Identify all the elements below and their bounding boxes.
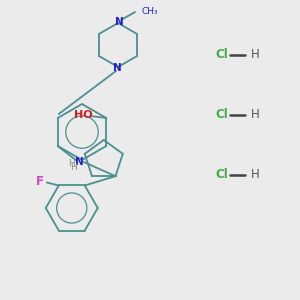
Text: F: F <box>36 175 44 188</box>
Text: H: H <box>251 109 260 122</box>
Text: H: H <box>68 158 75 167</box>
Text: HO: HO <box>74 110 93 120</box>
Text: H: H <box>251 169 260 182</box>
Text: N: N <box>75 157 84 167</box>
Text: Cl: Cl <box>215 169 228 182</box>
Text: N: N <box>115 17 123 27</box>
Text: H: H <box>251 49 260 62</box>
Text: H: H <box>70 163 77 172</box>
Text: Cl: Cl <box>215 49 228 62</box>
Text: CH₃: CH₃ <box>142 7 159 16</box>
Text: Cl: Cl <box>215 109 228 122</box>
Text: N: N <box>112 63 122 73</box>
